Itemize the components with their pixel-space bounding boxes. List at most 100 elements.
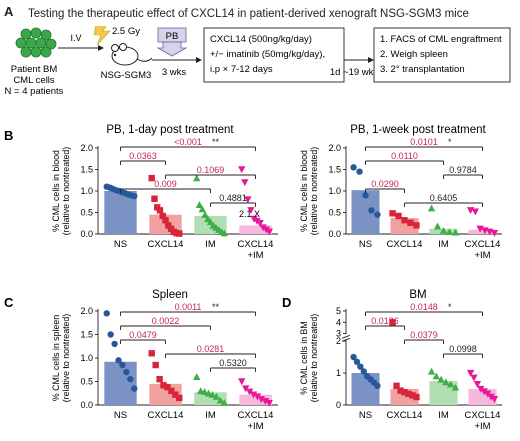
data-point [259, 224, 267, 232]
data-point [360, 368, 367, 375]
data-point [466, 369, 475, 377]
p-value-label: 0.6405 [430, 193, 458, 203]
data-point [165, 222, 172, 229]
data-point [127, 375, 134, 383]
y-axis-label: (relative to nontreated) [309, 314, 319, 403]
bar [104, 361, 137, 405]
data-point [162, 217, 169, 224]
data-point [427, 367, 436, 375]
y-axis-label: % CML cells in BM [299, 321, 309, 395]
panel-letter: C [4, 295, 14, 310]
data-point [238, 166, 246, 174]
data-point [176, 230, 183, 237]
data-point [131, 192, 138, 200]
panel-letter: B [4, 128, 13, 143]
data-point [362, 192, 369, 199]
pb-label: PB [166, 31, 179, 42]
data-point [245, 388, 254, 396]
y-axis-label: % CML cells in blood [51, 150, 61, 232]
data-point [241, 179, 249, 187]
data-point [156, 207, 164, 214]
data-point [193, 373, 201, 380]
panel-letter: D [282, 295, 291, 310]
y-axis-label: (relative to nontreated) [61, 314, 71, 403]
cells-label-2: CML cells [13, 75, 55, 86]
p-value-label: 0.0186 [371, 316, 399, 326]
data-point [374, 211, 381, 218]
data-point [176, 394, 183, 402]
data-point [393, 382, 400, 390]
data-point [480, 388, 488, 396]
y-tick-label: 5 [336, 306, 341, 316]
data-point [265, 399, 273, 407]
bar [468, 229, 497, 234]
y-tick-label: 0.0 [80, 400, 93, 410]
irradiation-bolt-icon [93, 26, 111, 46]
data-point [198, 205, 206, 213]
y-tick-label: 2 [336, 336, 341, 346]
data-point [220, 398, 228, 406]
chart-title: BM [409, 289, 426, 301]
data-point [256, 220, 264, 227]
data-point [253, 217, 261, 225]
data-point [350, 353, 357, 361]
data-point [123, 368, 130, 376]
x-tick-label: CXCL14 [387, 410, 423, 421]
data-point [172, 391, 179, 398]
data-point [131, 385, 138, 392]
x-tick-label: +IM [247, 250, 263, 261]
data-point [111, 340, 118, 348]
readout-1: 1. FACS of CML engraftment [380, 34, 502, 45]
dose-label: 2.5 Gy [112, 26, 140, 37]
cells-label-3: N = 4 patients [5, 86, 64, 97]
p-value-label: 0.009 [154, 179, 177, 189]
data-point [244, 196, 252, 204]
y-tick-label: 1.0 [80, 186, 93, 196]
fold-change-note: 2.1 X [239, 209, 260, 219]
x-tick-label: IM [205, 239, 216, 250]
readout-box [373, 27, 511, 83]
data-point [249, 391, 258, 399]
readout-2: 2. Weigh spleen [380, 49, 448, 60]
iv-label: I.V [70, 33, 81, 43]
data-point [208, 390, 217, 398]
x-tick-label: NS [359, 239, 372, 250]
y-tick-label: 1 [336, 368, 341, 378]
treatment-line-2: +/− imatinib (50mg/kg/day), [210, 49, 325, 60]
chart-0: B PB, 1-day post treatment 0.0 0.5 1.0 1.5 2.0… [4, 124, 278, 261]
data-point [247, 207, 255, 215]
data-point [204, 389, 213, 397]
significance-stars: * [448, 137, 452, 147]
y-tick-label: 2.0 [328, 143, 341, 153]
data-point [193, 174, 201, 182]
bar [239, 394, 272, 405]
treatment-box [203, 27, 345, 83]
data-point [471, 208, 480, 216]
p-value-label: 0.0281 [197, 344, 225, 354]
data-point [195, 201, 204, 208]
x-tick-label: CXCL14 [148, 239, 184, 250]
data-point [238, 378, 246, 386]
data-point [103, 310, 110, 317]
chart-1: PB, 1-week post treatment 0.0 0.5 1.0 1.5 2.0… [299, 124, 502, 261]
p-value-label: <0.001 [174, 137, 202, 147]
x-tick-label: +IM [474, 421, 490, 432]
data-point [107, 331, 114, 338]
data-point [220, 229, 228, 237]
data-point [253, 393, 262, 401]
data-point [164, 383, 171, 391]
panel-a-title: Testing the therapeutic effect of CXCL14… [28, 8, 469, 20]
data-point [413, 393, 420, 401]
data-point [407, 219, 414, 227]
x-tick-label: CXCL14 [465, 239, 501, 250]
significance-stars: * [448, 302, 452, 312]
p-value-label: 0.0110 [391, 151, 418, 161]
p-value-label: 0.0022 [152, 316, 180, 326]
p-value-label: 0.9784 [449, 165, 477, 175]
y-tick-label: 0.0 [80, 229, 93, 239]
y-tick-label: 0 [336, 400, 341, 410]
data-point [405, 390, 412, 398]
data-point [451, 228, 460, 236]
chart-3: D BM 0 1 23 45 % CML cells in BM (relative to n… [282, 289, 502, 432]
